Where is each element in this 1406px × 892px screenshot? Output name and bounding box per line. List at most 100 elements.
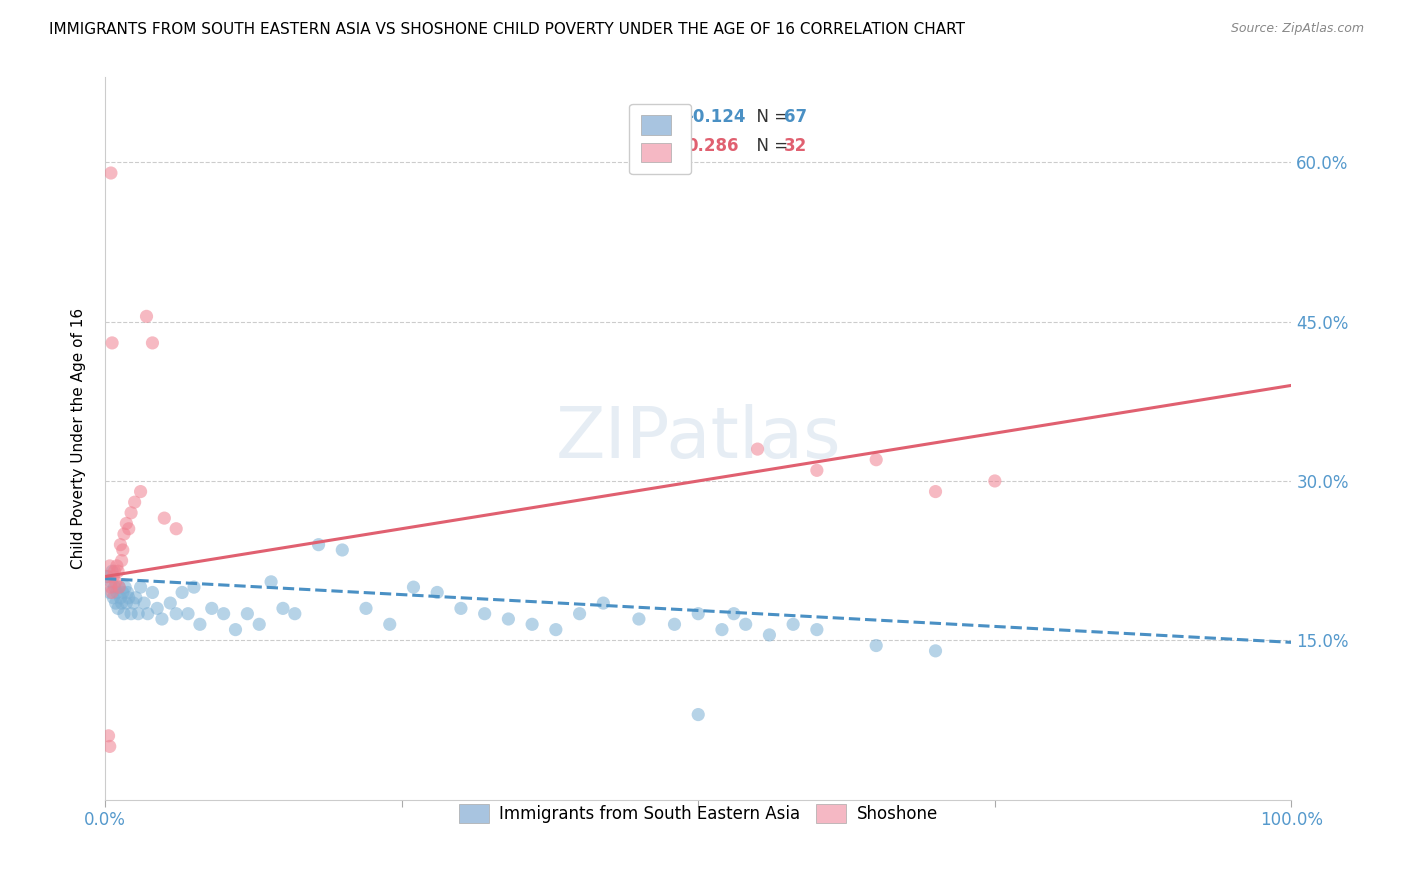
Point [98, 739, 121, 754]
Point [247, 617, 270, 632]
Point [450, 601, 472, 615]
Text: R =: R = [657, 137, 693, 155]
Point [134, 596, 156, 610]
Point [723, 607, 745, 621]
Point [688, 607, 710, 621]
Point [103, 569, 125, 583]
Point [124, 495, 146, 509]
Point [284, 607, 307, 621]
Point [96, 569, 118, 583]
Point [107, 601, 129, 615]
Point [664, 617, 686, 632]
Point [105, 558, 128, 573]
Point [122, 596, 145, 610]
Point [183, 580, 205, 594]
Point [101, 335, 124, 350]
Point [201, 601, 224, 615]
Point [165, 522, 187, 536]
Point [112, 607, 135, 621]
Point [101, 585, 124, 599]
Point [127, 607, 149, 621]
Point [188, 617, 211, 632]
Text: 0.286: 0.286 [686, 137, 740, 155]
Point [117, 585, 139, 599]
Point [110, 591, 132, 605]
Point [865, 639, 887, 653]
Point [224, 623, 246, 637]
Text: Source: ZipAtlas.com: Source: ZipAtlas.com [1230, 22, 1364, 36]
Text: 32: 32 [783, 137, 807, 155]
Text: ZIPatlas: ZIPatlas [555, 404, 841, 473]
Point [806, 463, 828, 477]
Point [688, 707, 710, 722]
Point [100, 166, 122, 180]
Point [98, 585, 121, 599]
Point [782, 617, 804, 632]
Point [734, 617, 756, 632]
Point [120, 607, 142, 621]
Text: 67: 67 [783, 108, 807, 126]
Point [112, 527, 135, 541]
Point [150, 612, 173, 626]
Point [97, 729, 120, 743]
Point [308, 538, 330, 552]
Point [153, 511, 176, 525]
Point [984, 474, 1007, 488]
Point [100, 574, 122, 589]
Point [118, 522, 141, 536]
Point [135, 310, 157, 324]
Point [129, 580, 152, 594]
Text: N =: N = [745, 137, 793, 155]
Point [105, 585, 128, 599]
Point [474, 607, 496, 621]
Point [115, 516, 138, 531]
Legend: Immigrants from South Eastern Asia, Shoshone: Immigrants from South Eastern Asia, Shos… [447, 792, 949, 835]
Point [172, 585, 194, 599]
Point [498, 612, 520, 626]
Point [107, 564, 129, 578]
Point [627, 612, 650, 626]
Point [136, 607, 159, 621]
Point [865, 452, 887, 467]
Point [378, 617, 401, 632]
Point [212, 607, 235, 621]
Point [544, 623, 567, 637]
Point [236, 607, 259, 621]
Point [103, 580, 125, 594]
Text: -0.124: -0.124 [686, 108, 745, 126]
Point [110, 553, 132, 567]
Point [924, 644, 946, 658]
Point [110, 538, 132, 552]
Point [271, 601, 294, 615]
Point [114, 580, 136, 594]
Point [104, 574, 127, 589]
Point [108, 580, 131, 594]
Point [125, 591, 148, 605]
Point [98, 558, 121, 573]
Y-axis label: Child Poverty Under the Age of 16: Child Poverty Under the Age of 16 [72, 308, 86, 569]
Point [115, 596, 138, 610]
Point [426, 585, 449, 599]
Point [141, 585, 163, 599]
Point [710, 623, 733, 637]
Point [129, 484, 152, 499]
Point [101, 564, 124, 578]
Point [159, 596, 181, 610]
Point [330, 543, 353, 558]
Point [146, 601, 169, 615]
Point [260, 574, 283, 589]
Point [111, 543, 134, 558]
Point [592, 596, 614, 610]
Point [141, 335, 163, 350]
Point [100, 580, 122, 594]
Point [103, 564, 125, 578]
Point [924, 484, 946, 499]
Text: N =: N = [745, 108, 793, 126]
Point [108, 580, 131, 594]
Point [758, 628, 780, 642]
Point [747, 442, 769, 456]
Point [568, 607, 591, 621]
Point [104, 596, 127, 610]
Point [120, 506, 142, 520]
Point [402, 580, 425, 594]
